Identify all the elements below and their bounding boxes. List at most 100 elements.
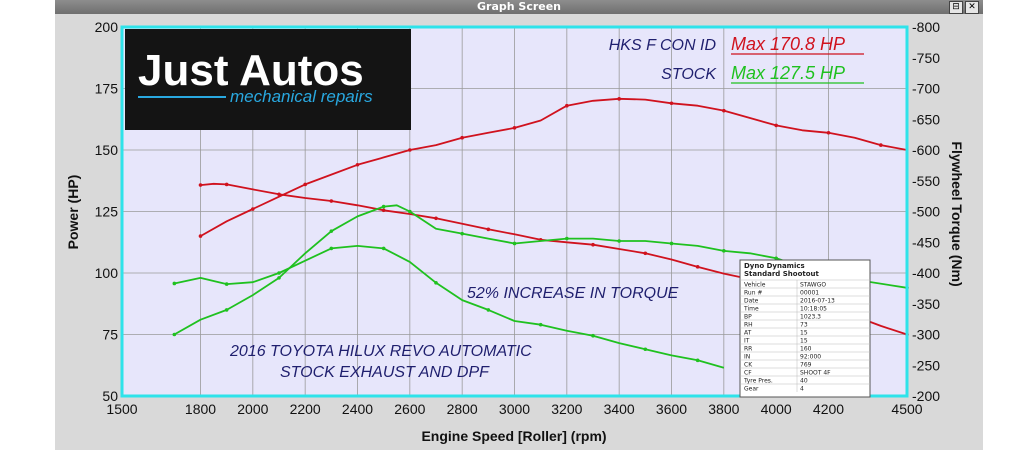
- data-point-stock-power: [460, 231, 464, 236]
- data-point-modified-power: [355, 162, 360, 167]
- data-point-modified-power: [460, 135, 464, 140]
- y-tick-label: 200: [95, 19, 119, 35]
- data-point-stock-power: [277, 276, 281, 280]
- data-point-modified-torque: [329, 199, 334, 203]
- data-point-stock-torque: [381, 246, 386, 251]
- y-tick-label: 75: [102, 327, 118, 343]
- y-tick-label: 175: [95, 81, 119, 97]
- x-tick-label: 3000: [499, 401, 530, 417]
- x-tick-label: 2000: [237, 401, 268, 417]
- data-point-stock-torque: [695, 358, 700, 363]
- info-row-value: 1023.3: [800, 314, 821, 321]
- info-row-key: Run #: [744, 290, 762, 297]
- x-tick-label: 3200: [551, 401, 582, 417]
- info-row-key: Vehicle: [744, 282, 766, 289]
- info-row-value: 4: [800, 386, 804, 393]
- x-tick-label: 2600: [394, 401, 425, 417]
- y2-tick-label: -400: [912, 265, 940, 281]
- info-row-value: 10:18:05: [800, 306, 827, 313]
- close-button[interactable]: ✕: [965, 1, 979, 14]
- info-row-key: IN: [744, 354, 750, 361]
- data-point-modified-power: [774, 123, 778, 128]
- data-point-stock-torque: [172, 281, 177, 286]
- info-row-value: 40: [800, 378, 808, 385]
- x-tick-label: 2800: [447, 401, 478, 417]
- info-row-value: 15: [800, 338, 808, 345]
- y2-tick-label: -750: [912, 50, 940, 66]
- data-point-stock-torque: [277, 271, 281, 275]
- data-point-stock-power: [329, 229, 334, 233]
- data-point-stock-torque: [224, 282, 229, 286]
- x-tick-label: 3400: [604, 401, 635, 417]
- data-point-modified-power: [669, 101, 674, 106]
- vehicle-annotation-line1: 2016 TOYOTA HILUX REVO AUTOMATIC: [229, 343, 532, 360]
- info-table-box: [739, 259, 871, 398]
- data-point-modified-power: [198, 234, 203, 238]
- legend-max-stock: Max 127.5 HP: [731, 63, 845, 83]
- info-row-key: Date: [744, 298, 759, 305]
- data-point-modified-power: [512, 126, 517, 130]
- x-tick-label: 2200: [290, 401, 321, 417]
- data-point-stock-power: [669, 241, 674, 246]
- y2-tick-labels: -200 -250 -300 -350 -400 -450 -500 -550 -600 -650…: [912, 19, 940, 404]
- y2-tick-label: -600: [912, 142, 940, 158]
- info-row-key: RR: [744, 346, 752, 353]
- y2-tick-label: -300: [912, 327, 940, 343]
- y2-tick-label: -800: [912, 19, 940, 35]
- info-row-value: 00001: [800, 290, 819, 297]
- series-line-modified-power: [200, 97, 908, 237]
- y2-tick-label: -250: [912, 357, 940, 373]
- info-row-value: SHOOT 4F: [800, 370, 831, 377]
- y2-tick-label: -700: [912, 81, 940, 97]
- data-point-modified-torque: [643, 251, 648, 256]
- data-point-modified-torque: [224, 182, 229, 187]
- data-point-stock-power: [408, 209, 412, 214]
- data-point-modified-power: [303, 182, 307, 187]
- logo: Just Autos mechanical repairs: [125, 29, 411, 130]
- torque-increase-annotation: 52% INCREASE IN TORQUE: [467, 285, 679, 302]
- data-point-modified-torque: [434, 216, 438, 221]
- data-point-stock-power: [512, 241, 517, 246]
- data-point-modified-power: [565, 103, 569, 108]
- info-row-key: BP: [744, 314, 752, 321]
- x-tick-label: 3600: [656, 401, 687, 417]
- series-line-stock-torque: [174, 244, 725, 369]
- y-axis-title: Power (HP): [65, 175, 81, 250]
- info-row-value: 769: [800, 362, 812, 369]
- info-row-value: 92:000: [800, 354, 821, 361]
- data-point-stock-power: [565, 236, 569, 241]
- data-point-stock-power: [722, 249, 726, 253]
- info-row-key: Tyre Pres.: [743, 378, 773, 385]
- data-point-modified-torque: [198, 183, 203, 187]
- data-point-modified-power: [722, 108, 726, 113]
- y2-tick-label: -550: [912, 173, 940, 189]
- x-tick-label: 4000: [761, 401, 792, 417]
- logo-tagline: mechanical repairs: [230, 87, 373, 106]
- y2-tick-label: -650: [912, 111, 940, 127]
- x-tick-label: 2400: [342, 401, 373, 417]
- info-row-key: Time: [743, 306, 759, 313]
- data-point-modified-torque: [591, 242, 595, 247]
- info-row-value: 160: [800, 346, 812, 353]
- data-point-modified-torque: [381, 208, 386, 213]
- data-point-modified-power: [251, 207, 255, 211]
- restore-button[interactable]: ⊟: [949, 1, 963, 14]
- data-point-stock-torque: [434, 281, 438, 285]
- info-row-key: Gear: [744, 386, 759, 393]
- data-point-stock-torque: [486, 308, 491, 312]
- info-table-title-2: Standard Shootout: [744, 270, 820, 278]
- data-point-stock-torque: [329, 246, 334, 251]
- y2-tick-label: -350: [912, 296, 940, 312]
- data-point-stock-torque: [591, 333, 595, 338]
- y2-tick-label: -200: [912, 388, 940, 404]
- legend: HKS F CON ID Max 170.8 HP STOCK Max 127.…: [609, 34, 864, 84]
- data-point-modified-power: [879, 143, 883, 147]
- legend-label-stock: STOCK: [661, 66, 717, 83]
- y2-tick-label: -450: [912, 234, 940, 250]
- vehicle-annotation-line2: STOCK EXHAUST AND DPF: [280, 364, 490, 381]
- data-point-stock-torque: [538, 322, 543, 327]
- y-tick-label: 50: [102, 388, 118, 404]
- run-info-table: Dyno Dynamics Standard Shootout Vehicle S…: [739, 259, 871, 398]
- data-point-modified-torque: [486, 227, 491, 232]
